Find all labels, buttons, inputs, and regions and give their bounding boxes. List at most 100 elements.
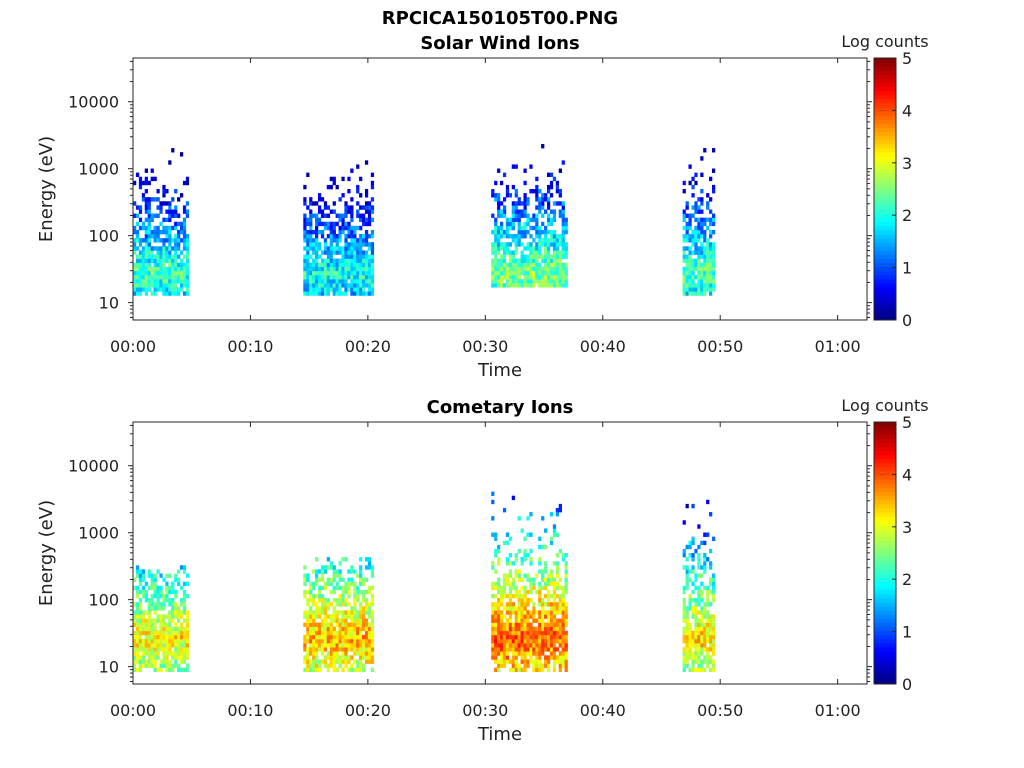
heatmap-cell <box>153 279 157 284</box>
colorbar-segment <box>874 643 896 648</box>
heatmap-cell <box>353 258 357 263</box>
heatmap-cell <box>538 229 542 235</box>
heatmap-cell <box>138 655 143 660</box>
heatmap-cell <box>367 201 372 206</box>
heatmap-cell <box>359 262 363 268</box>
heatmap-cell <box>555 184 560 190</box>
heatmap-cell <box>514 667 518 673</box>
heatmap-cell <box>320 577 325 582</box>
heatmap-cell <box>344 274 348 280</box>
heatmap-cell <box>147 610 151 615</box>
heatmap-cell <box>523 638 527 644</box>
heatmap-cell <box>344 242 348 247</box>
heatmap-cell <box>517 242 521 247</box>
colorbar-segment <box>874 630 896 636</box>
panel-title: Solar Wind Ions <box>420 33 579 54</box>
heatmap-cell <box>177 287 181 292</box>
heatmap-cell <box>356 638 360 644</box>
heatmap-cell <box>309 606 313 611</box>
heatmap-cell <box>177 614 181 619</box>
heatmap-cell <box>700 189 704 194</box>
heatmap-cell <box>174 283 178 288</box>
heatmap-cell <box>306 618 310 623</box>
heatmap-cell <box>685 229 689 235</box>
heatmap-cell <box>156 258 160 263</box>
heatmap-cell <box>144 643 148 648</box>
heatmap-cell <box>526 610 530 615</box>
heatmap-cell <box>185 593 190 599</box>
heatmap-cell <box>150 643 154 648</box>
heatmap-cell <box>320 287 325 292</box>
heatmap-cell <box>150 229 154 235</box>
heatmap-cell <box>353 589 357 595</box>
heatmap-cell <box>138 176 143 182</box>
heatmap-cell <box>168 585 172 591</box>
heatmap-cell <box>347 589 351 595</box>
heatmap-cell <box>165 266 169 272</box>
heatmap-cell <box>133 229 137 235</box>
heatmap-cell <box>491 193 495 198</box>
heatmap-cell <box>165 651 169 656</box>
heatmap-cell <box>535 258 539 263</box>
heatmap-cell <box>320 197 325 202</box>
heatmap-cell <box>168 262 172 268</box>
heatmap-cell <box>500 614 504 619</box>
colorbar-segment <box>874 172 896 178</box>
heatmap-cell <box>709 279 713 284</box>
heatmap-cell <box>535 655 539 660</box>
heatmap-cell <box>153 647 157 652</box>
heatmap-cell <box>700 242 704 247</box>
heatmap-cell <box>520 557 524 562</box>
colorbar-segment <box>874 115 896 120</box>
heatmap-cell <box>323 610 328 615</box>
heatmap-cell <box>347 262 351 268</box>
heatmap-cell <box>505 593 510 599</box>
heatmap-cell <box>182 279 187 284</box>
heatmap-cell <box>329 561 333 566</box>
heatmap-cell <box>709 626 713 632</box>
heatmap-cell <box>529 283 533 288</box>
heatmap-cell <box>162 614 166 619</box>
heatmap-cell <box>317 643 322 648</box>
heatmap-cell <box>147 283 151 288</box>
heatmap-cell <box>309 234 313 239</box>
heatmap-cell <box>133 291 137 296</box>
heatmap-cell <box>312 283 316 288</box>
heatmap-cell <box>341 283 345 288</box>
heatmap-cell <box>185 291 190 296</box>
heatmap-cell <box>538 618 542 623</box>
heatmap-cell <box>491 258 495 263</box>
heatmap-cell <box>338 655 342 660</box>
heatmap-cell <box>306 287 310 292</box>
heatmap-cell <box>564 270 568 276</box>
heatmap-cell <box>329 279 333 284</box>
heatmap-cell <box>520 618 524 623</box>
heatmap-cell <box>179 221 184 227</box>
heatmap-cell <box>138 283 143 288</box>
heatmap-cell <box>491 242 495 247</box>
colorbar-segment <box>874 593 896 599</box>
heatmap-cell <box>497 602 501 607</box>
heatmap-cell <box>529 634 533 640</box>
heatmap-cell <box>694 266 698 272</box>
heatmap-cell <box>323 622 328 627</box>
heatmap-cell <box>150 663 154 668</box>
heatmap-cell <box>508 610 513 615</box>
heatmap-cell <box>500 262 504 268</box>
x-tick-label: 01:00 <box>815 337 861 356</box>
heatmap-cell <box>370 602 375 607</box>
heatmap-cell <box>703 217 707 223</box>
heatmap-cell <box>168 287 172 292</box>
heatmap-cell <box>362 221 366 227</box>
heatmap-cell <box>552 589 557 595</box>
heatmap-cell <box>162 638 166 644</box>
heatmap-cell <box>347 577 351 582</box>
heatmap-cell <box>338 238 342 243</box>
heatmap-cell <box>162 622 166 627</box>
heatmap-cell <box>329 638 333 644</box>
colorbar-segment <box>874 573 896 578</box>
heatmap-cell <box>353 602 357 607</box>
heatmap-cell <box>159 250 163 255</box>
heatmap-cell <box>174 606 178 611</box>
heatmap-cell <box>523 246 527 251</box>
